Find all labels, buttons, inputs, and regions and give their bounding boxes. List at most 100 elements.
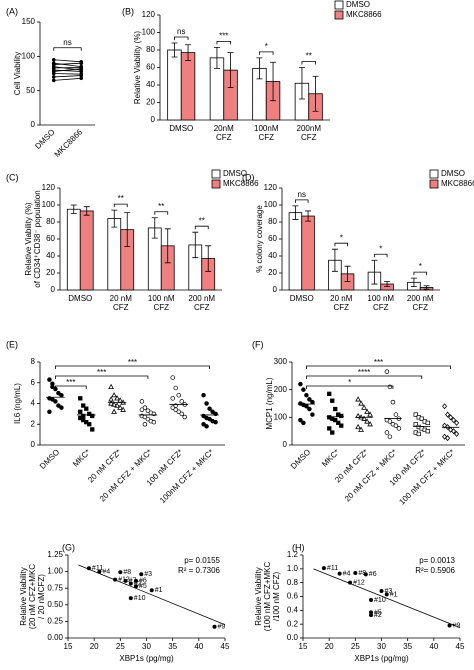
point <box>111 408 117 414</box>
pair-line <box>53 73 82 75</box>
sig-label: ns <box>298 190 306 199</box>
point <box>363 572 368 577</box>
point <box>139 399 145 404</box>
point <box>79 69 84 74</box>
error-bar <box>213 46 220 69</box>
sig-bracket <box>306 375 423 379</box>
point <box>201 392 206 398</box>
point-label: #11 <box>92 565 103 572</box>
error-bar <box>312 75 319 112</box>
x-axis-label: XBP1s (pg/mg) <box>354 654 409 663</box>
y-axis-label: Relative Viability (%) <box>24 202 33 276</box>
point <box>210 409 215 415</box>
point <box>56 403 61 408</box>
y-tick-label: 40 <box>46 251 55 260</box>
point-label: #1 <box>390 591 398 598</box>
sig-bracket <box>55 385 87 389</box>
point <box>301 420 306 426</box>
point <box>47 377 52 382</box>
point <box>447 623 452 628</box>
point <box>321 566 326 571</box>
y-tick-label: 0 <box>51 285 56 294</box>
legend-label: MKC8866 <box>441 179 474 188</box>
sig-bracket <box>301 61 316 65</box>
error-bar <box>410 277 417 287</box>
point <box>201 422 206 427</box>
point <box>113 577 118 582</box>
point <box>79 61 84 65</box>
point <box>369 610 374 615</box>
x-tick-label: 25 <box>351 642 360 651</box>
point <box>59 405 64 410</box>
y-tick-label: 6 <box>31 378 36 387</box>
sig-label: * <box>340 233 343 242</box>
point <box>56 390 61 396</box>
error-bar <box>384 281 391 287</box>
point-label: #12 <box>353 580 365 587</box>
y-tick-label: 120 <box>264 183 278 192</box>
sig-bracket <box>413 271 427 276</box>
legend-swatch <box>334 0 344 10</box>
point <box>451 417 457 424</box>
point <box>204 424 209 429</box>
y-tick-label: 0.0 <box>287 633 299 642</box>
x-tick-label: MKC* <box>71 448 92 469</box>
point-label: #10 <box>374 597 386 604</box>
point <box>353 570 358 575</box>
y-tick-label: 60 <box>268 234 277 243</box>
bar <box>79 210 94 291</box>
point <box>170 375 176 380</box>
sig-label: * <box>348 378 351 387</box>
point <box>339 413 344 419</box>
point <box>51 78 56 83</box>
y-tick-label: 0.6 <box>287 592 299 601</box>
point-label: #11 <box>327 565 338 572</box>
sig-label: *** <box>97 368 106 377</box>
point <box>90 413 95 419</box>
fit-line <box>313 568 461 628</box>
annotation: p= 0.0155 <box>184 556 220 565</box>
x-tick-label: 20nM CFZ <box>214 124 234 142</box>
error-bar <box>305 210 312 222</box>
x-tick-label: 15 <box>64 642 73 651</box>
point <box>445 411 451 418</box>
point <box>425 429 430 434</box>
y-tick-label: 150 <box>22 17 36 26</box>
x-tick-label: MKC* <box>320 448 341 469</box>
point <box>151 419 157 425</box>
point-label: #8 <box>358 570 366 577</box>
point <box>78 409 83 414</box>
point <box>364 418 370 424</box>
error-bar <box>111 209 118 228</box>
x-axis-label: XBP1s (pg/mg) <box>119 654 174 663</box>
x-tick-label: 200 nM CFZ <box>188 294 215 312</box>
error-bar <box>371 259 378 285</box>
x-tick-label: 20 <box>325 642 334 651</box>
bar <box>301 215 315 291</box>
y-tick-label: 0 <box>151 115 156 124</box>
y-tick-label: 100 <box>42 200 56 209</box>
bar <box>167 49 182 121</box>
point <box>108 396 114 402</box>
x-tick-label: 100 nM CFZ <box>148 294 175 312</box>
point <box>355 396 361 402</box>
point <box>387 384 393 390</box>
x-tick-label: DMSO <box>289 448 312 471</box>
point <box>139 407 145 412</box>
y-tick-label: 120 <box>42 183 56 192</box>
legend-swatch <box>429 179 439 189</box>
point <box>86 566 91 571</box>
y-axis-label: of CD34⁺CD38⁻ population <box>33 190 42 287</box>
pair-line <box>53 68 82 72</box>
point <box>393 423 399 428</box>
sig-bracket <box>113 203 128 208</box>
point-label: #8 <box>123 569 131 576</box>
point <box>413 412 418 417</box>
x-tick-label: 35 <box>168 642 177 651</box>
point <box>384 369 390 374</box>
x-tick-label: 35 <box>403 642 412 651</box>
point <box>298 417 303 423</box>
error-bar <box>171 42 178 58</box>
point <box>118 570 123 575</box>
y-tick-label: 40 <box>146 80 155 89</box>
